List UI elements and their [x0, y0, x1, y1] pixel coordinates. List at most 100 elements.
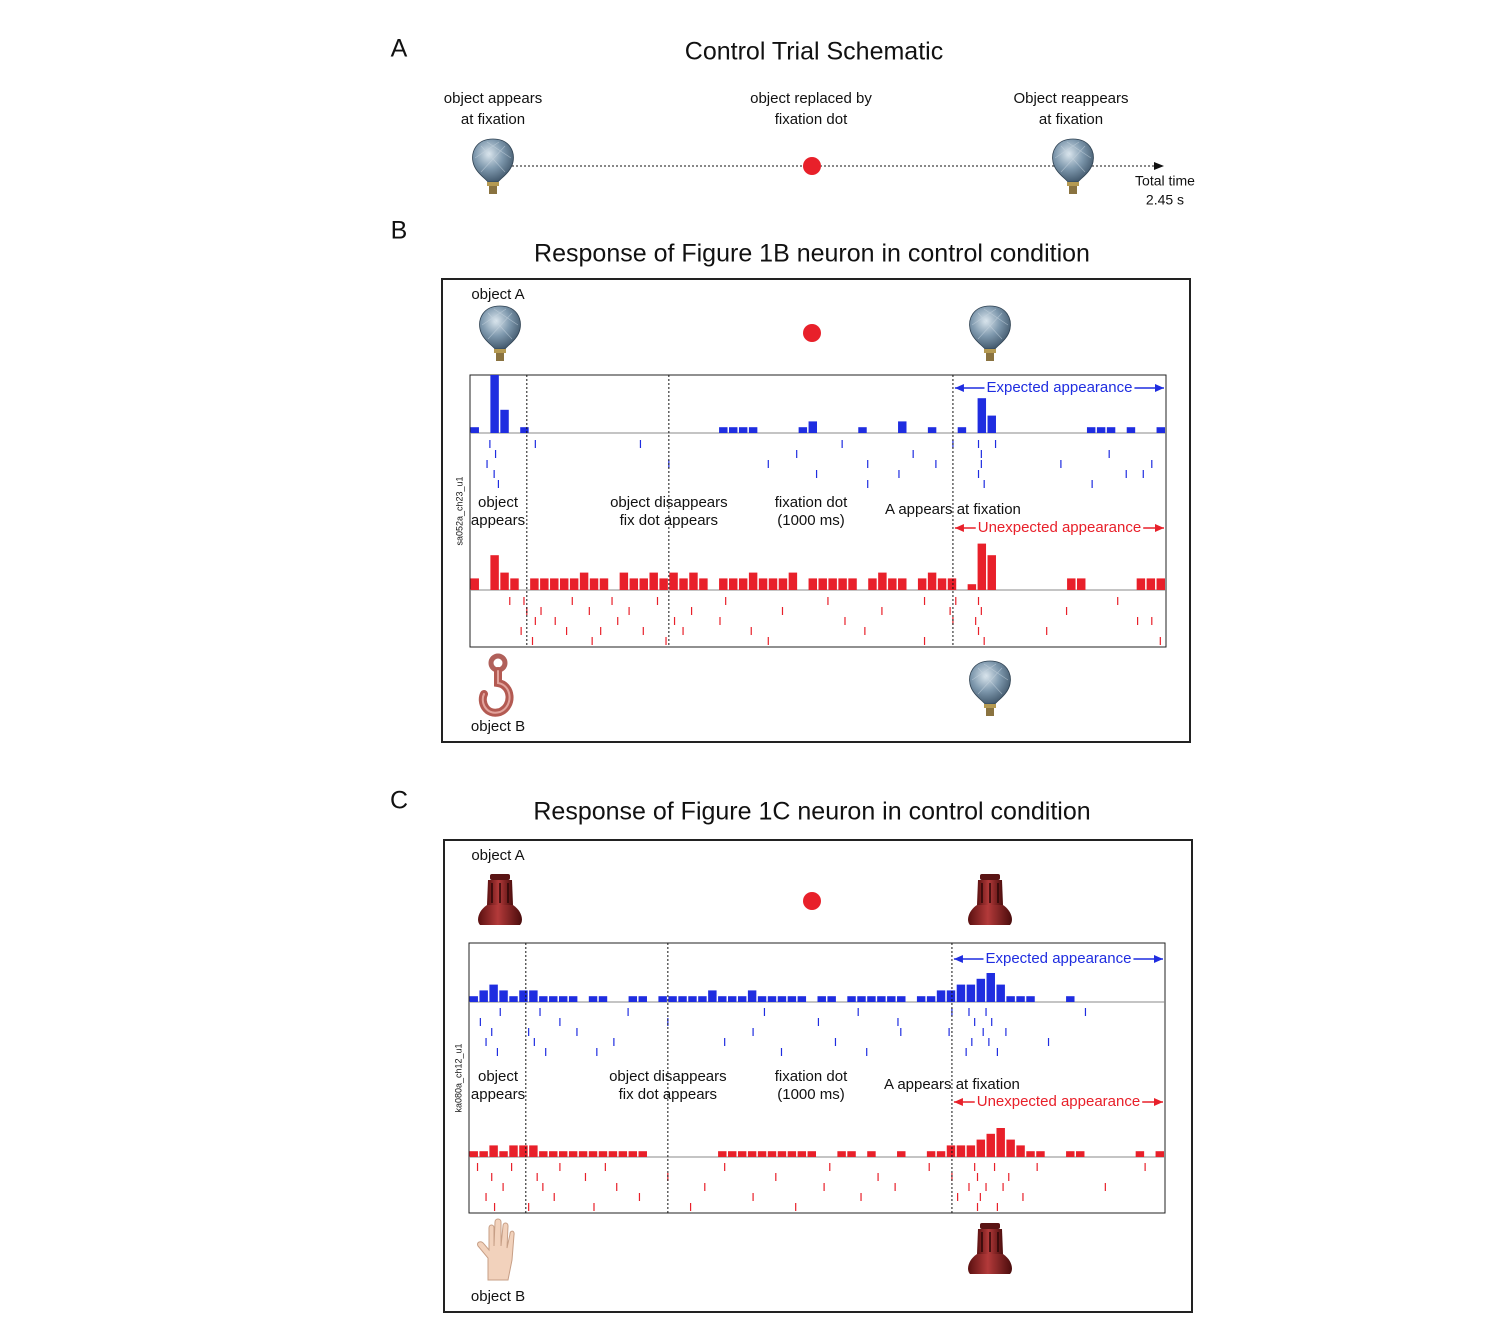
histogram-bar [598, 996, 608, 1002]
histogram-bar [926, 1151, 936, 1157]
histogram-bar [898, 578, 907, 590]
histogram-bar [499, 1151, 508, 1157]
balloon-icon [969, 305, 1011, 362]
label-backdrop [984, 378, 1135, 396]
histogram-bar [748, 572, 758, 590]
histogram-bar [1006, 1139, 1015, 1157]
histogram-bar [529, 990, 538, 1002]
histogram-bar [659, 578, 668, 590]
histogram-bar [470, 578, 479, 590]
histogram-bar [1126, 427, 1136, 433]
histogram-bar [747, 990, 757, 1002]
panel-letter: A [391, 35, 408, 63]
neuron-id: sa052a_ch23_u1 [454, 476, 464, 545]
histogram-bar [539, 1151, 548, 1157]
histogram-bar [956, 984, 966, 1002]
panel-title: Response of Figure 1B neuron in control … [534, 240, 1090, 268]
histogram-bar [1066, 996, 1075, 1002]
histogram-bar [957, 427, 967, 433]
histogram-bar [847, 1151, 856, 1157]
histogram-bar [510, 578, 519, 590]
balloon-icon [472, 138, 514, 195]
histogram-bar [977, 543, 987, 590]
lantern-icon [477, 873, 523, 926]
histogram-bar [936, 990, 946, 1002]
histogram-bar [808, 421, 818, 433]
event-label: at fixation [461, 111, 525, 128]
histogram-bar [787, 1151, 797, 1157]
appearance-label: Unexpected appearance [977, 1093, 1140, 1110]
histogram-bar [788, 572, 798, 590]
histogram-bar [699, 578, 708, 590]
histogram-bar [777, 1151, 787, 1157]
histogram-bar [1156, 578, 1166, 590]
histogram-bar [1016, 996, 1025, 1002]
histogram-bar [777, 996, 787, 1002]
histogram-bar [797, 1151, 807, 1157]
histogram-bar [996, 1128, 1005, 1157]
histogram-bar [549, 996, 558, 1002]
histogram-bar [568, 1151, 578, 1157]
histogram-bar [1086, 427, 1096, 433]
histogram-bar [698, 996, 707, 1002]
histogram-bar [1026, 996, 1035, 1002]
event-label: object [478, 1068, 519, 1085]
histogram-bar [629, 578, 639, 590]
histogram-bar [737, 996, 747, 1002]
histogram-bar [558, 996, 568, 1002]
histogram-bar [550, 578, 559, 590]
histogram-bar [539, 996, 548, 1002]
histogram-bar [608, 1151, 618, 1157]
histogram-bar [718, 996, 727, 1002]
histogram-bar [519, 1145, 528, 1157]
histogram-bar [897, 1151, 906, 1157]
histogram-bar [588, 1151, 598, 1157]
histogram-bar [520, 427, 529, 433]
histogram-bar [986, 1133, 995, 1157]
histogram-bar [1076, 1151, 1085, 1157]
histogram-bar [877, 996, 886, 1002]
histogram-bar [917, 578, 927, 590]
histogram-bar [489, 1145, 498, 1157]
histogram-bar [747, 1151, 757, 1157]
histogram-bar [639, 578, 648, 590]
panel-letter: C [390, 787, 408, 815]
histogram-bar [807, 1151, 817, 1157]
event-label: A appears at fixation [884, 1076, 1020, 1093]
histogram-bar [858, 427, 867, 433]
histogram-bar [499, 990, 508, 1002]
histogram-bar [479, 1151, 488, 1157]
object-b-label: object B [471, 1288, 525, 1305]
histogram-bar [470, 427, 479, 433]
event-label: (1000 ms) [777, 1086, 845, 1103]
histogram-bar [808, 578, 818, 590]
histogram-bar [1006, 996, 1015, 1002]
fixation-dot [803, 324, 821, 342]
event-label: object replaced by [750, 90, 872, 107]
histogram-bar [589, 578, 599, 590]
histogram-bar [976, 978, 986, 1002]
histogram-bar [568, 996, 578, 1002]
histogram-bar [500, 572, 509, 590]
histogram-bar [628, 1151, 638, 1157]
event-label: appears [471, 1086, 525, 1103]
fixation-dot [803, 157, 821, 175]
histogram-bar [1156, 427, 1166, 433]
histogram-bar [767, 1151, 777, 1157]
histogram-bar [469, 1151, 478, 1157]
histogram-bar [868, 578, 877, 590]
histogram-bar [718, 1151, 727, 1157]
histogram-bar [1146, 578, 1156, 590]
histogram-bar [509, 1145, 518, 1157]
event-label: object [478, 494, 519, 511]
histogram-bar [828, 578, 837, 590]
histogram-bar [936, 1151, 946, 1157]
balloon-icon [1052, 138, 1094, 195]
histogram-bar [1155, 1151, 1165, 1157]
histogram-bar [838, 578, 847, 590]
histogram-bar [898, 421, 907, 433]
panel-frame [443, 839, 1193, 1313]
histogram-bar [818, 578, 827, 590]
histogram-bar [827, 996, 836, 1002]
